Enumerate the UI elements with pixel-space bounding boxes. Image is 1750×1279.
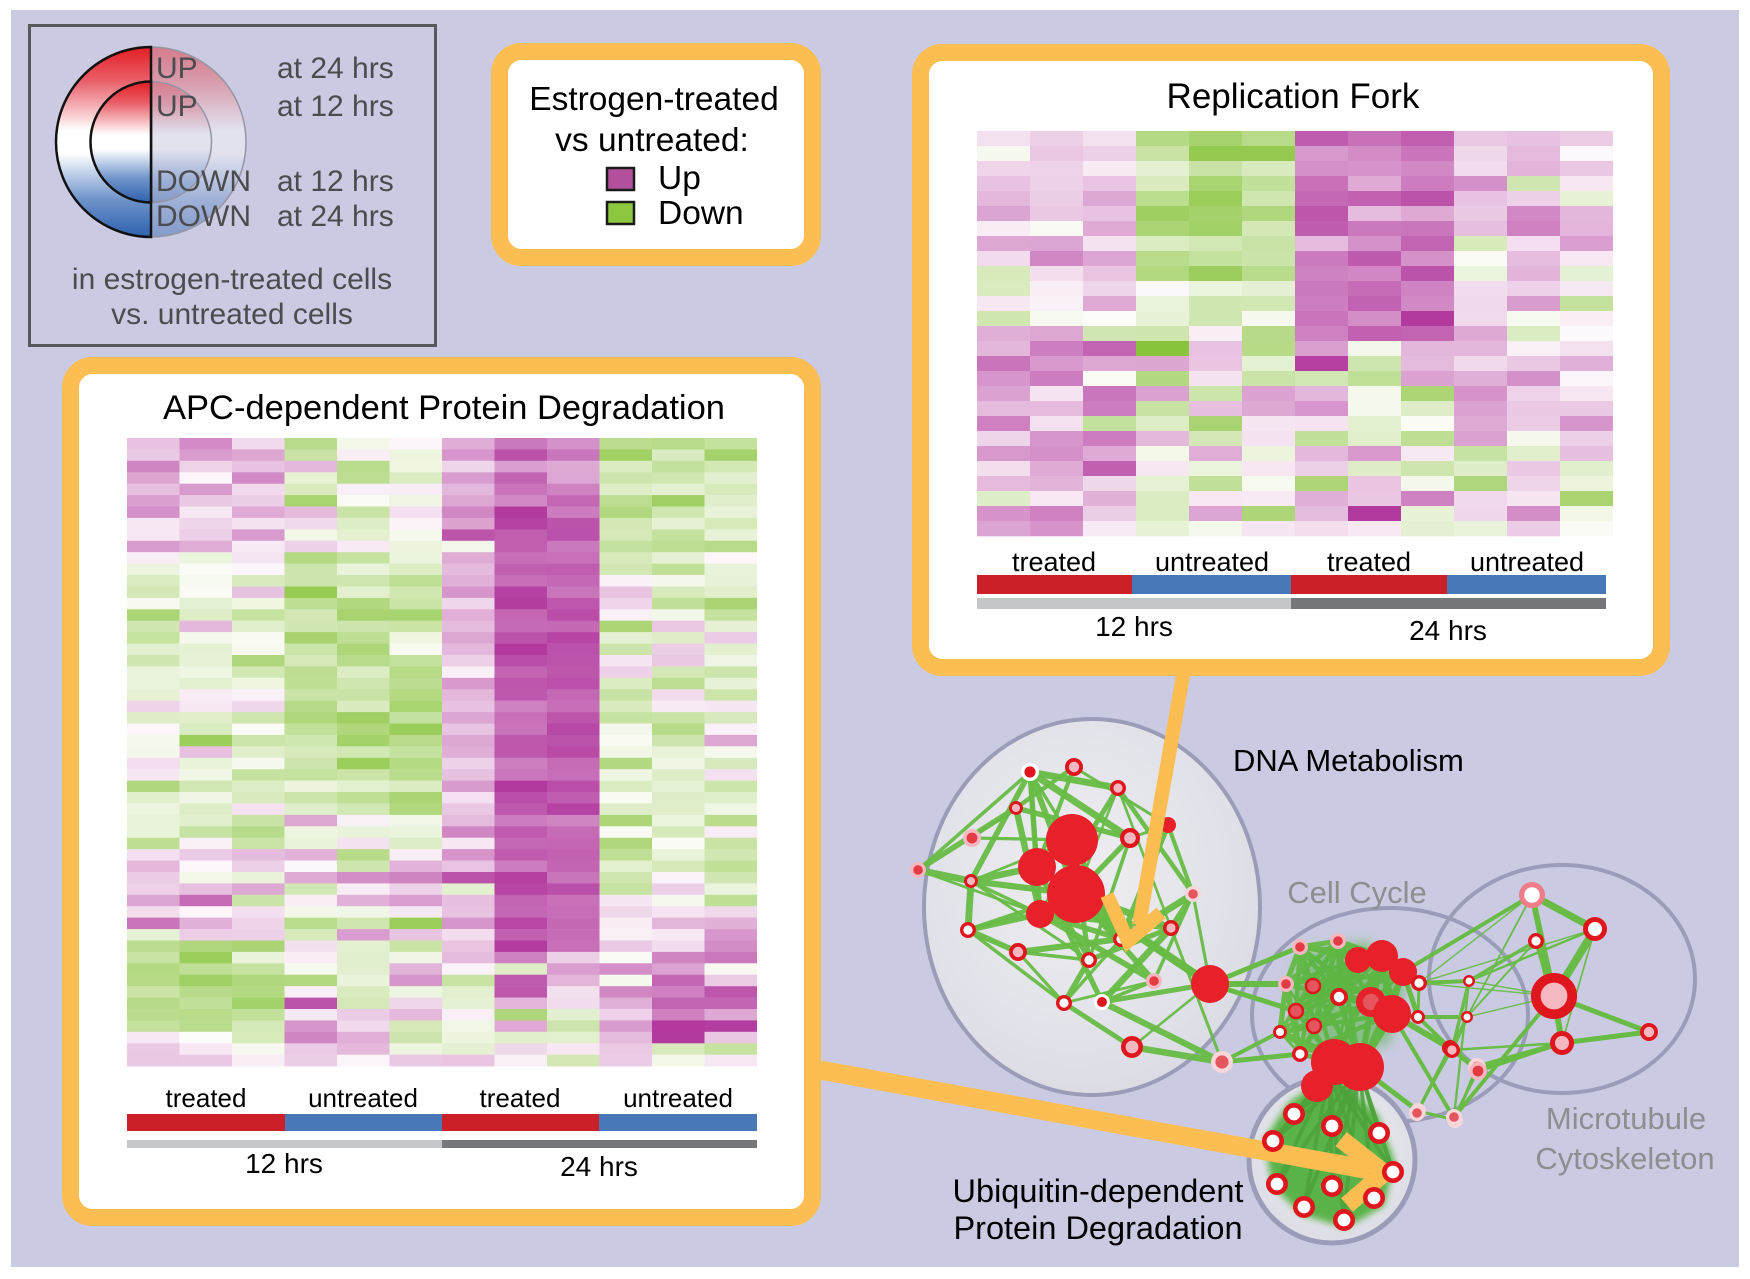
svg-text:Cell Cycle: Cell Cycle: [1287, 875, 1427, 910]
svg-text:12 hrs: 12 hrs: [1095, 611, 1173, 642]
svg-text:treated: treated: [166, 1083, 247, 1113]
svg-text:Replication Fork: Replication Fork: [1167, 77, 1420, 116]
svg-text:Cytoskeleton: Cytoskeleton: [1535, 1141, 1714, 1176]
svg-text:in estrogen-treated cells: in estrogen-treated cells: [72, 263, 392, 296]
svg-text:treated: treated: [1327, 547, 1411, 577]
svg-text:24 hrs: 24 hrs: [560, 1151, 638, 1182]
svg-text:UP: UP: [156, 52, 198, 85]
svg-text:12 hrs: 12 hrs: [245, 1148, 323, 1179]
svg-text:at 24 hrs: at 24 hrs: [277, 200, 394, 233]
svg-text:Estrogen-treated: Estrogen-treated: [529, 81, 779, 118]
svg-text:at 24 hrs: at 24 hrs: [277, 52, 394, 85]
svg-text:Microtubule: Microtubule: [1546, 1101, 1706, 1136]
svg-text:Down: Down: [658, 195, 744, 232]
svg-text:vs. untreated cells: vs. untreated cells: [111, 298, 353, 331]
svg-text:untreated: untreated: [1470, 547, 1584, 577]
svg-text:untreated: untreated: [308, 1083, 418, 1113]
svg-text:at 12 hrs: at 12 hrs: [277, 165, 394, 198]
svg-text:untreated: untreated: [1155, 547, 1269, 577]
svg-text:at 12 hrs: at 12 hrs: [277, 90, 394, 123]
svg-text:vs untreated:: vs untreated:: [555, 122, 749, 159]
svg-text:24 hrs: 24 hrs: [1409, 615, 1487, 646]
svg-text:APC-dependent Protein Degradat: APC-dependent Protein Degradation: [163, 389, 725, 427]
svg-text:Ubiquitin-dependent: Ubiquitin-dependent: [953, 1173, 1244, 1209]
svg-text:untreated: untreated: [623, 1083, 733, 1113]
svg-text:DOWN: DOWN: [156, 200, 251, 233]
svg-text:UP: UP: [156, 90, 198, 123]
svg-text:DNA Metabolism: DNA Metabolism: [1233, 743, 1464, 778]
svg-text:treated: treated: [1012, 547, 1096, 577]
svg-text:treated: treated: [480, 1083, 561, 1113]
svg-text:Up: Up: [658, 160, 701, 197]
svg-text:DOWN: DOWN: [156, 165, 251, 198]
svg-text:Protein Degradation: Protein Degradation: [953, 1210, 1242, 1246]
